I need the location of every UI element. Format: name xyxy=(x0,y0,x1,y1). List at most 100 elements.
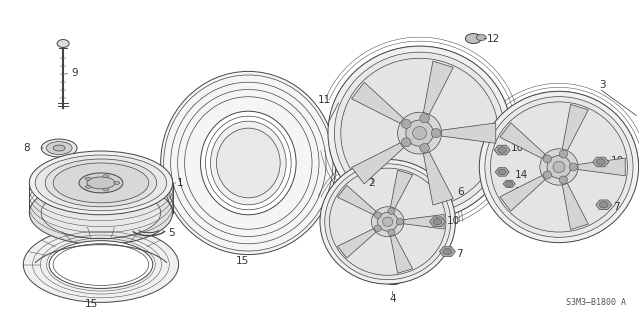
Text: 10: 10 xyxy=(447,216,460,226)
Ellipse shape xyxy=(543,155,552,163)
Text: 15: 15 xyxy=(84,299,98,309)
Polygon shape xyxy=(596,200,612,210)
Ellipse shape xyxy=(53,244,148,286)
Text: 14: 14 xyxy=(515,170,529,180)
Ellipse shape xyxy=(490,102,627,232)
Ellipse shape xyxy=(506,182,513,186)
Ellipse shape xyxy=(79,173,123,193)
Text: 11: 11 xyxy=(318,95,332,105)
Polygon shape xyxy=(440,247,456,256)
Ellipse shape xyxy=(46,142,72,154)
Ellipse shape xyxy=(476,34,486,41)
Ellipse shape xyxy=(443,249,452,255)
Ellipse shape xyxy=(553,161,565,173)
Ellipse shape xyxy=(431,129,441,138)
Polygon shape xyxy=(503,180,515,188)
Text: S3M3–B1800 A: S3M3–B1800 A xyxy=(566,298,626,307)
Ellipse shape xyxy=(85,177,91,180)
Polygon shape xyxy=(422,145,453,205)
Polygon shape xyxy=(500,123,550,162)
Ellipse shape xyxy=(394,279,402,284)
Polygon shape xyxy=(561,177,588,230)
Polygon shape xyxy=(571,158,625,176)
Ellipse shape xyxy=(41,139,77,157)
Ellipse shape xyxy=(559,150,568,158)
Ellipse shape xyxy=(29,151,173,215)
Polygon shape xyxy=(500,172,550,211)
Polygon shape xyxy=(495,168,509,176)
Ellipse shape xyxy=(334,52,505,214)
Ellipse shape xyxy=(200,111,296,215)
Ellipse shape xyxy=(420,114,429,123)
Ellipse shape xyxy=(378,212,398,231)
Text: 10: 10 xyxy=(511,143,524,153)
Ellipse shape xyxy=(600,202,608,208)
Ellipse shape xyxy=(465,33,481,43)
Ellipse shape xyxy=(103,175,109,178)
Ellipse shape xyxy=(540,149,578,185)
Ellipse shape xyxy=(85,186,91,189)
Polygon shape xyxy=(390,230,413,273)
Ellipse shape xyxy=(479,91,639,243)
Polygon shape xyxy=(429,217,445,226)
Ellipse shape xyxy=(114,182,120,184)
Polygon shape xyxy=(494,145,510,155)
Ellipse shape xyxy=(559,176,568,184)
Ellipse shape xyxy=(406,120,433,146)
Ellipse shape xyxy=(569,163,577,171)
Ellipse shape xyxy=(499,169,506,175)
Ellipse shape xyxy=(87,177,115,189)
Ellipse shape xyxy=(161,71,336,255)
Text: 2: 2 xyxy=(368,178,374,188)
Text: 10: 10 xyxy=(611,156,624,166)
Text: 3: 3 xyxy=(599,80,605,90)
Ellipse shape xyxy=(420,144,429,152)
Text: 4: 4 xyxy=(389,294,396,304)
Ellipse shape xyxy=(401,119,411,129)
Ellipse shape xyxy=(216,128,280,198)
Ellipse shape xyxy=(396,219,403,225)
Ellipse shape xyxy=(371,207,404,237)
Polygon shape xyxy=(398,214,444,229)
Ellipse shape xyxy=(53,163,148,203)
Ellipse shape xyxy=(103,188,109,191)
Ellipse shape xyxy=(41,187,161,239)
Ellipse shape xyxy=(23,227,179,302)
Text: 8: 8 xyxy=(23,143,30,153)
Ellipse shape xyxy=(374,225,381,232)
Polygon shape xyxy=(422,61,453,122)
Polygon shape xyxy=(593,157,609,167)
Ellipse shape xyxy=(397,112,442,154)
Ellipse shape xyxy=(35,155,166,211)
Ellipse shape xyxy=(211,121,286,205)
Ellipse shape xyxy=(401,138,411,147)
Text: 1: 1 xyxy=(177,178,183,188)
Polygon shape xyxy=(561,104,588,157)
Text: 6: 6 xyxy=(458,187,464,197)
Ellipse shape xyxy=(383,217,393,226)
Ellipse shape xyxy=(547,156,571,178)
Text: 9: 9 xyxy=(71,68,77,78)
Ellipse shape xyxy=(57,40,69,48)
Ellipse shape xyxy=(205,116,291,210)
Ellipse shape xyxy=(445,187,456,193)
Ellipse shape xyxy=(320,160,456,284)
Text: 15: 15 xyxy=(236,256,249,265)
Ellipse shape xyxy=(45,159,157,207)
Ellipse shape xyxy=(374,212,381,219)
Ellipse shape xyxy=(29,181,173,245)
Ellipse shape xyxy=(53,145,65,151)
Text: 7: 7 xyxy=(456,249,463,259)
Ellipse shape xyxy=(413,127,426,140)
Ellipse shape xyxy=(330,168,446,275)
Text: 7: 7 xyxy=(612,202,620,212)
Ellipse shape xyxy=(328,46,511,220)
Ellipse shape xyxy=(388,208,395,214)
Ellipse shape xyxy=(543,171,552,179)
Polygon shape xyxy=(337,185,380,217)
Ellipse shape xyxy=(388,229,395,236)
Ellipse shape xyxy=(385,277,401,285)
Polygon shape xyxy=(433,123,496,143)
Ellipse shape xyxy=(498,147,507,153)
Polygon shape xyxy=(351,82,410,127)
